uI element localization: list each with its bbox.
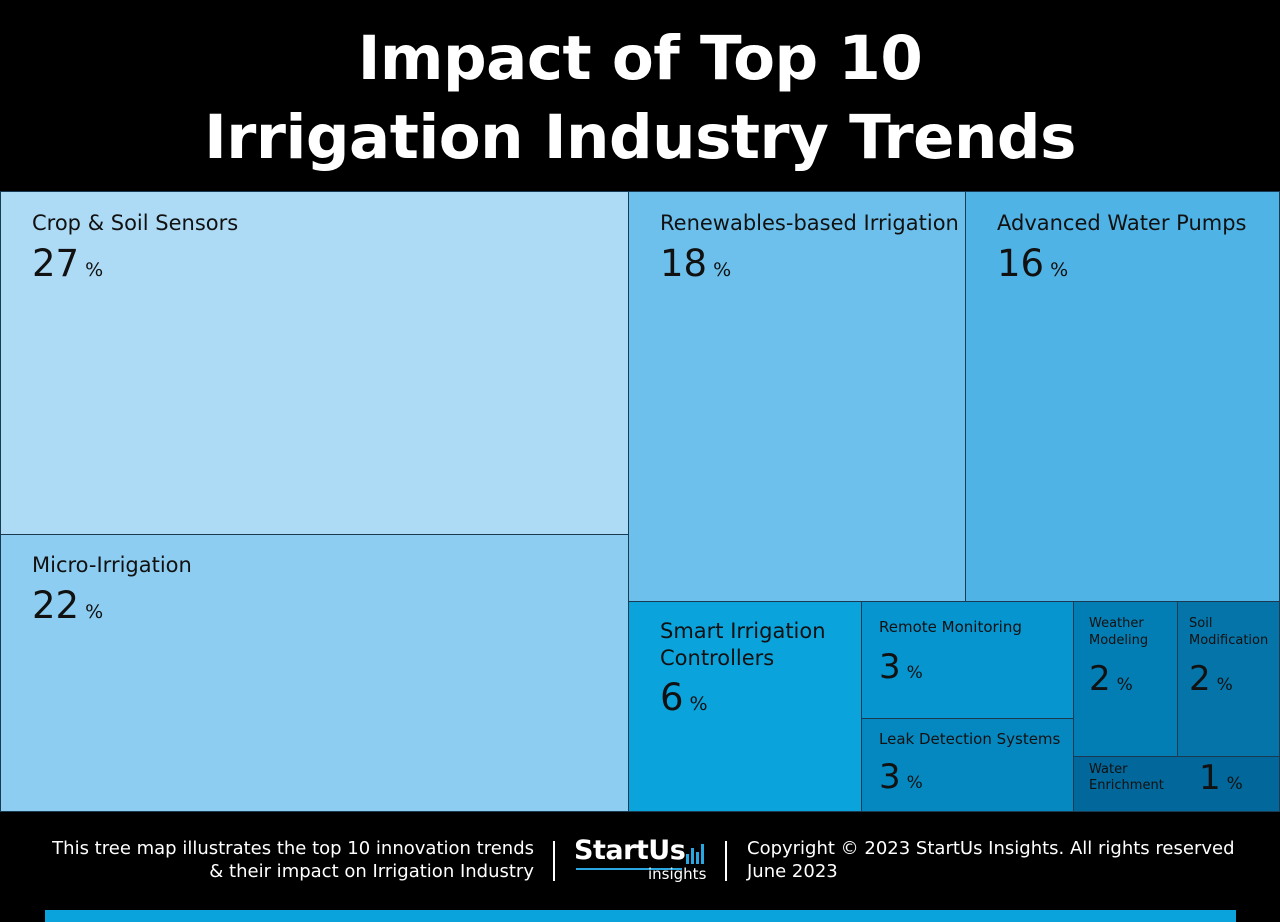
treemap-cell-unit: %: [1050, 259, 1069, 281]
treemap-cell-unit: %: [1116, 675, 1133, 695]
treemap-cell: Micro-Irrigation 22%: [0, 534, 629, 812]
treemap-cell: Weather Modeling 2%: [1073, 601, 1178, 757]
startus-insights-logo: StartUs insights: [574, 836, 714, 886]
treemap-cell-value: 2%: [1189, 659, 1233, 699]
footer-divider-left: [553, 841, 555, 881]
footer: This tree map illustrates the top 10 inn…: [0, 812, 1280, 922]
treemap-cell: Advanced Water Pumps 16%: [965, 191, 1280, 602]
treemap-cell-unit: %: [689, 693, 708, 715]
treemap-cell-label: Advanced Water Pumps: [997, 211, 1247, 235]
treemap-cell-number: 1: [1199, 758, 1221, 798]
treemap-cell: Soil Modification 2%: [1177, 601, 1280, 757]
treemap-cell-value: 27%: [32, 242, 103, 285]
logo-underline: [576, 868, 682, 870]
treemap-cell-unit: %: [85, 259, 104, 281]
treemap-cell-number: 2: [1189, 659, 1211, 699]
treemap-cell-value: 2%: [1089, 659, 1133, 699]
treemap-cell-number: 6: [660, 676, 684, 719]
treemap-cell-number: 18: [660, 242, 708, 285]
treemap-cell-label: Crop & Soil Sensors: [32, 211, 239, 235]
treemap-cell-number: 3: [879, 647, 901, 687]
treemap-cell-label: Water Enrichment: [1089, 762, 1164, 793]
treemap-cell-unit: %: [906, 773, 923, 793]
treemap-cell-number: 3: [879, 757, 901, 797]
treemap-cell-number: 22: [32, 584, 80, 627]
footer-description-line-2: & their impact on Irrigation Industry: [209, 861, 534, 882]
treemap-cell-value: 6%: [660, 676, 708, 719]
treemap-cell-unit: %: [85, 601, 104, 623]
treemap-cell: Smart Irrigation Controllers 6%: [628, 601, 862, 812]
footer-description-line-1: This tree map illustrates the top 10 inn…: [52, 838, 534, 859]
treemap-cell-unit: %: [1216, 675, 1233, 695]
treemap-cell: Remote Monitoring 3%: [861, 601, 1074, 719]
treemap-cell-value: 1%: [1199, 758, 1243, 798]
treemap-cell-label: Smart Irrigation Controllers: [660, 619, 826, 670]
treemap-cell-number: 27: [32, 242, 80, 285]
treemap-cell-number: 16: [997, 242, 1045, 285]
treemap-cell-label: Renewables-based Irrigation: [660, 211, 959, 235]
treemap-cell-value: 16%: [997, 242, 1068, 285]
footer-copyright: Copyright © 2023 StartUs Insights. All r…: [747, 837, 1235, 883]
footer-description: This tree map illustrates the top 10 inn…: [52, 837, 534, 883]
logo-brand: StartUs: [574, 835, 686, 866]
treemap-cell-number: 2: [1089, 659, 1111, 699]
treemap-cell-unit: %: [1226, 774, 1243, 794]
footer-copyright-line-1: Copyright © 2023 StartUs Insights. All r…: [747, 838, 1235, 859]
treemap-cell-label: Soil Modification: [1189, 616, 1269, 648]
treemap-cell-value: 22%: [32, 584, 103, 627]
footer-divider-right: [725, 841, 727, 881]
treemap-cell-label: Micro-Irrigation: [32, 553, 192, 577]
treemap-cell-value: 3%: [879, 647, 923, 687]
treemap-cell: Renewables-based Irrigation 18%: [628, 191, 966, 602]
title-line-1: Impact of Top 10: [357, 23, 923, 94]
treemap-cell-value: 18%: [660, 242, 731, 285]
bottom-accent-bar: [45, 910, 1236, 922]
logo-sub: insights: [648, 865, 707, 883]
treemap-cell-label: Remote Monitoring: [879, 618, 1022, 636]
logo-bars-icon: [686, 844, 706, 864]
treemap-cell: Water Enrichment 1%: [1073, 756, 1280, 812]
treemap-cell-value: 3%: [879, 757, 923, 797]
treemap-cell-unit: %: [906, 663, 923, 683]
footer-date: June 2023: [747, 861, 838, 882]
treemap-cell: Leak Detection Systems 3%: [861, 718, 1074, 812]
chart-title: Impact of Top 10 Irrigation Industry Tre…: [0, 0, 1280, 190]
treemap-cell-label: Leak Detection Systems: [879, 730, 1061, 748]
treemap: Crop & Soil Sensors 27% Micro-Irrigation 22…: [0, 191, 1280, 812]
treemap-cell-label: Weather Modeling: [1089, 616, 1149, 648]
treemap-cell-unit: %: [713, 259, 732, 281]
treemap-cell: Crop & Soil Sensors 27%: [0, 191, 629, 535]
title-line-2: Irrigation Industry Trends: [204, 102, 1076, 173]
